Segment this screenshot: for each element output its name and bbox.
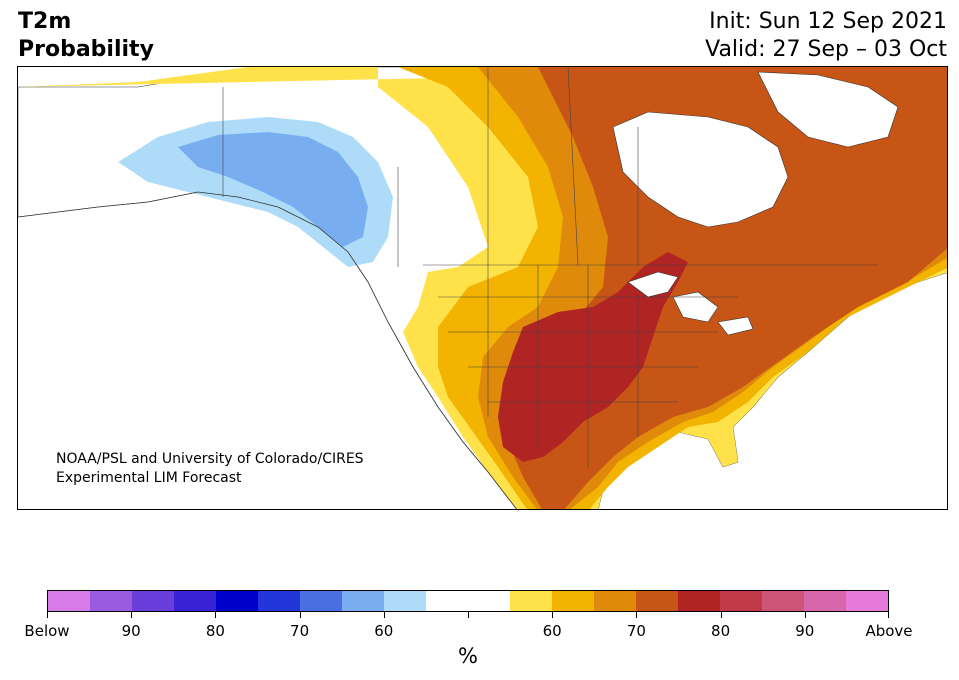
credit-line-2: Experimental LIM Forecast bbox=[56, 470, 242, 486]
colorbar-tick bbox=[552, 612, 554, 618]
colorbar-tick bbox=[47, 612, 48, 618]
colorbar-tick-label: 70 bbox=[290, 622, 310, 640]
colorbar-tick-label: 70 bbox=[626, 622, 646, 640]
init-date: Init: Sun 12 Sep 2021 bbox=[709, 9, 947, 34]
valid-range: Valid: 27 Sep – 03 Oct bbox=[705, 37, 947, 62]
colorbar-tick bbox=[131, 612, 133, 618]
colorbar-segment bbox=[384, 591, 426, 611]
map-canvas bbox=[18, 67, 947, 509]
colorbar-segment bbox=[258, 591, 300, 611]
hudson-bay bbox=[612, 111, 789, 228]
colorbar-tick bbox=[636, 612, 638, 618]
colorbar-segment bbox=[300, 591, 342, 611]
colorbar-tick-label: 80 bbox=[205, 622, 225, 640]
colorbar-tick bbox=[215, 612, 217, 618]
colorbar-segment bbox=[426, 591, 468, 611]
colorbar-tick-label: 60 bbox=[374, 622, 394, 640]
colorbar-segment bbox=[762, 591, 804, 611]
credit-line-1: NOAA/PSL and University of Colorado/CIRE… bbox=[56, 451, 364, 467]
colorbar-segment bbox=[678, 591, 720, 611]
colorbar-tick bbox=[383, 612, 385, 618]
colorbar-tick bbox=[804, 612, 806, 618]
forecast-dates: Init: Sun 12 Sep 2021 Valid: 27 Sep – 03… bbox=[705, 8, 947, 64]
credit-text: NOAA/PSL and University of Colorado/CIRE… bbox=[56, 450, 364, 488]
colorbar-segment bbox=[174, 591, 216, 611]
colorbar-tick-label: 90 bbox=[795, 622, 815, 640]
colorbar-ticks bbox=[0, 612, 959, 622]
probability-map: NOAA/PSL and University of Colorado/CIRE… bbox=[17, 66, 948, 510]
colorbar-segment bbox=[804, 591, 846, 611]
colorbar-segment bbox=[468, 591, 510, 611]
colorbar-segment bbox=[720, 591, 762, 611]
colorbar-segment bbox=[846, 591, 888, 611]
band-red bbox=[498, 252, 688, 462]
colorbar-tick-label: 90 bbox=[121, 622, 141, 640]
colorbar-tick bbox=[468, 612, 469, 618]
colorbar-segment bbox=[90, 591, 132, 611]
colorbar-segment bbox=[552, 591, 594, 611]
title-line-2: Probability bbox=[18, 37, 154, 62]
band-blue bbox=[178, 132, 368, 247]
colorbar-tick-label: Above bbox=[865, 622, 913, 640]
colorbar-tick bbox=[720, 612, 722, 618]
coastline bbox=[18, 191, 517, 509]
colorbar-tick-label: Below bbox=[24, 622, 70, 640]
colorbar-tick-label: 80 bbox=[711, 622, 731, 640]
colorbar-segment bbox=[594, 591, 636, 611]
colorbar-unit: % bbox=[458, 644, 478, 668]
colorbar-tick bbox=[299, 612, 301, 618]
great-lakes bbox=[627, 271, 754, 336]
map-title: T2m Probability bbox=[18, 8, 154, 64]
colorbar-segment bbox=[342, 591, 384, 611]
colorbar-tick bbox=[888, 612, 889, 618]
title-line-1: T2m bbox=[18, 9, 72, 34]
arctic-islands bbox=[757, 71, 899, 148]
colorbar-tick-label: 60 bbox=[542, 622, 562, 640]
borders bbox=[222, 67, 878, 467]
colorbar-segment bbox=[510, 591, 552, 611]
colorbar-segment bbox=[636, 591, 678, 611]
colorbar-segment bbox=[216, 591, 258, 611]
colorbar bbox=[47, 590, 889, 612]
colorbar-segment bbox=[48, 591, 90, 611]
colorbar-segment bbox=[132, 591, 174, 611]
